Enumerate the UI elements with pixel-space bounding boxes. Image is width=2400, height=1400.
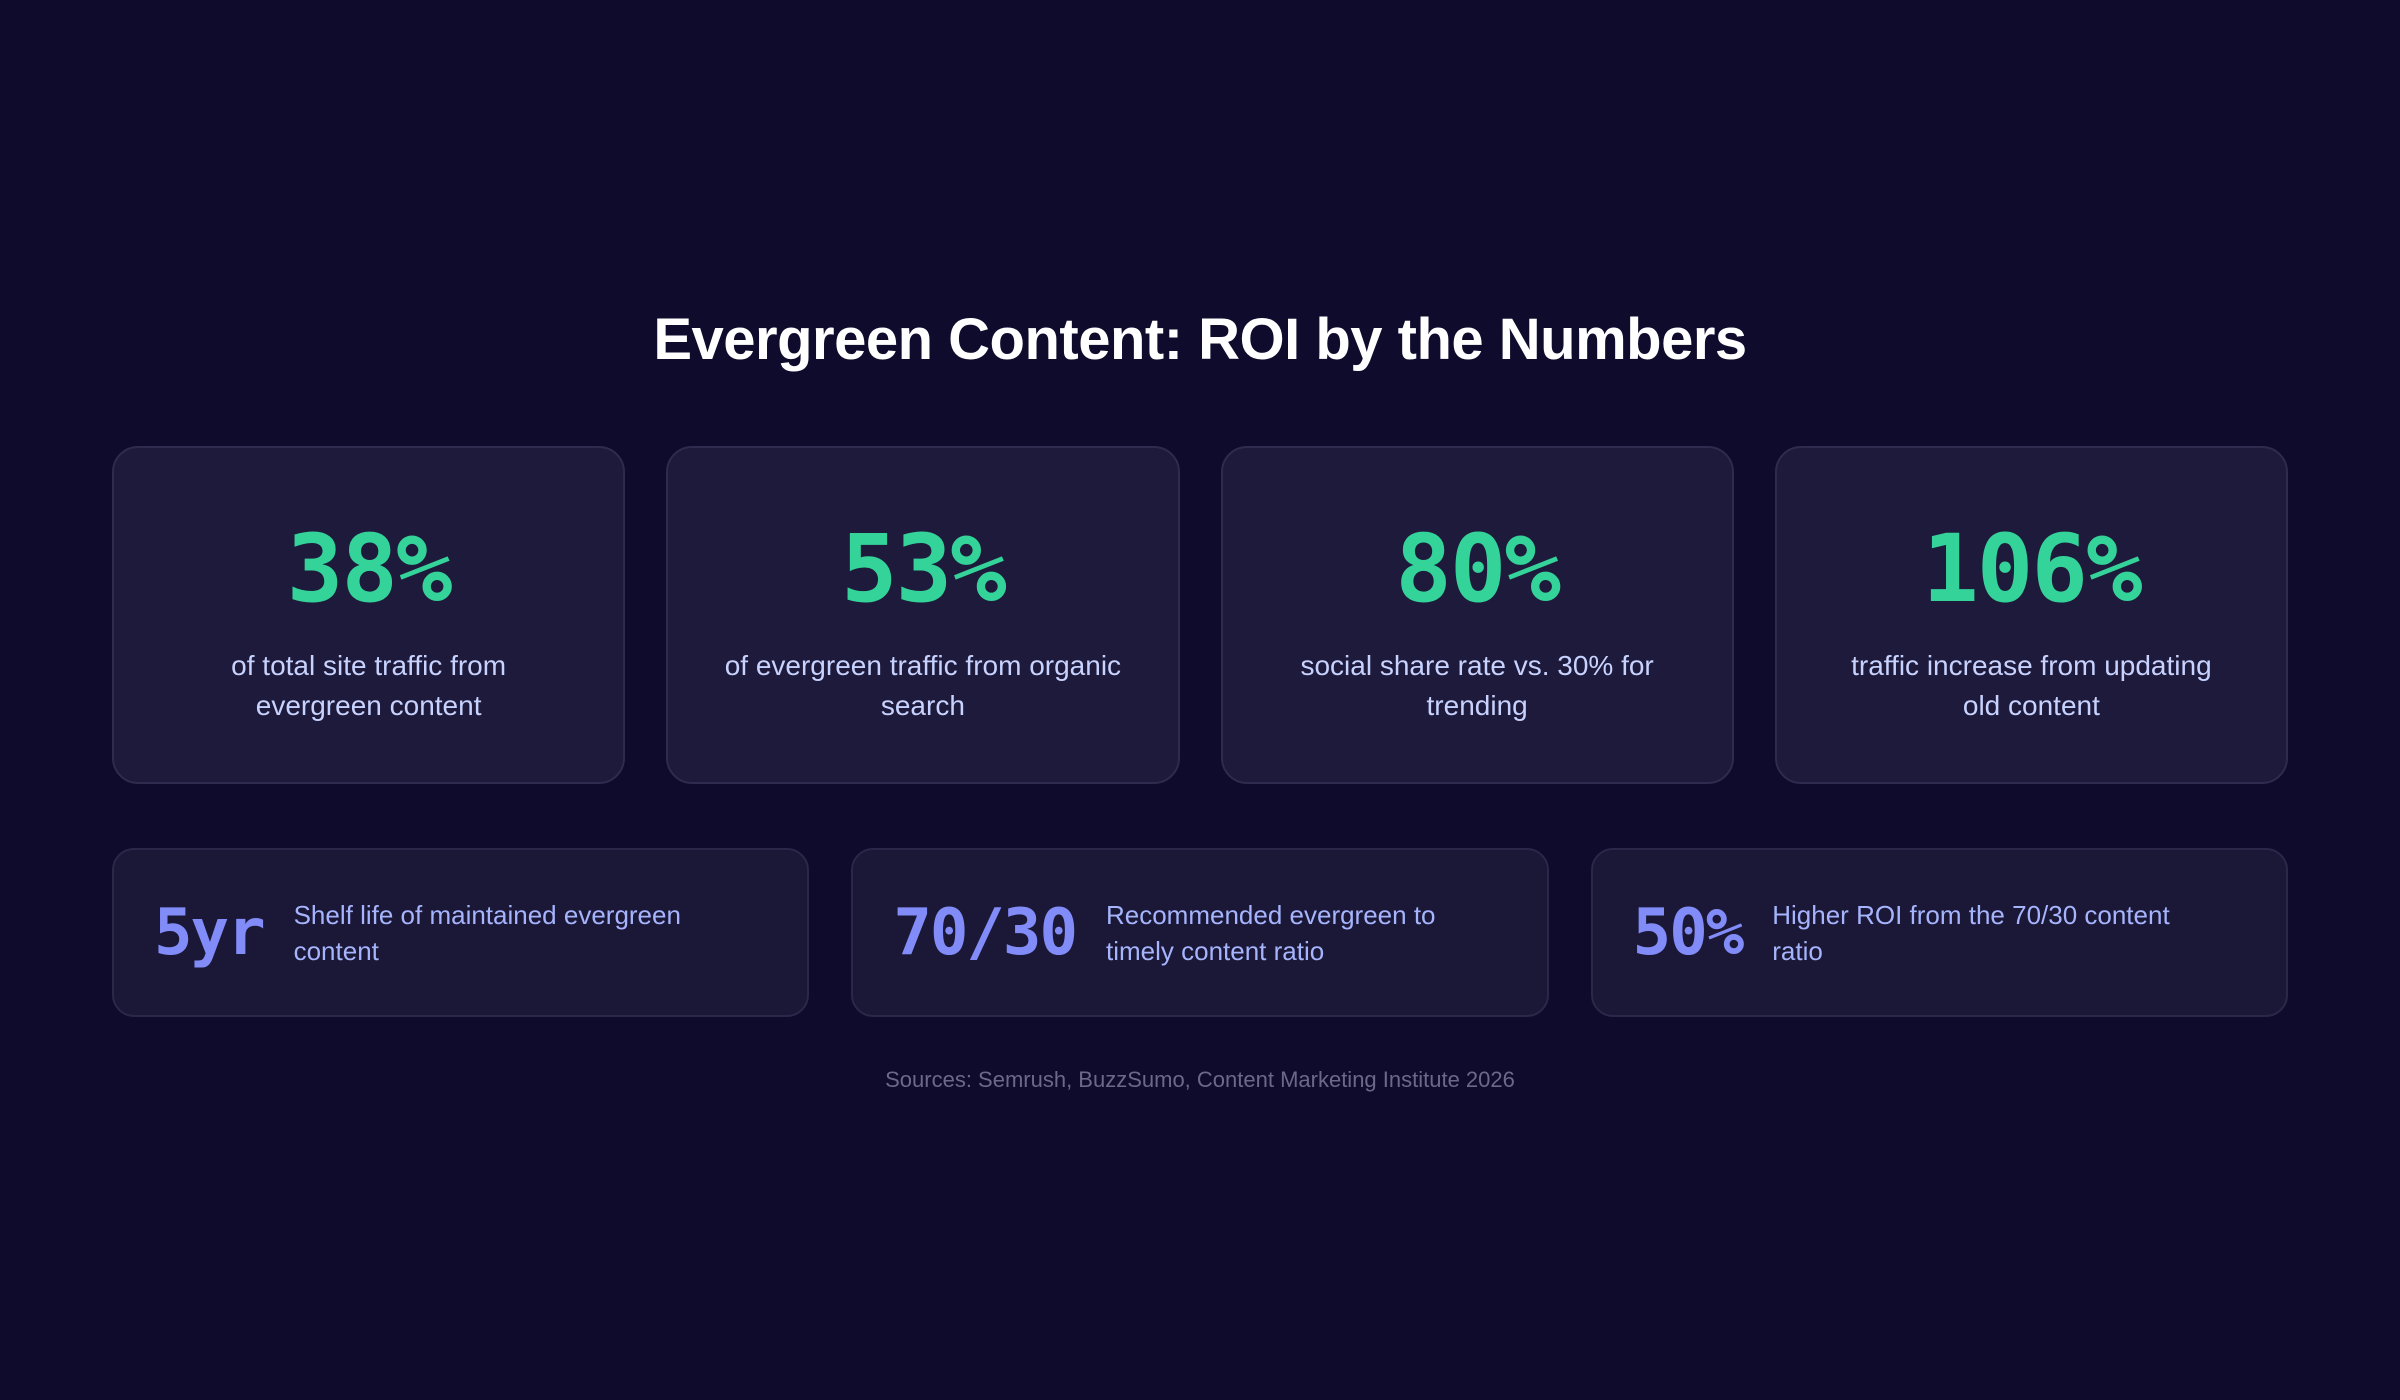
stat-value: 5yr [154, 895, 266, 970]
primary-stats-row: 38% of total site traffic from evergreen… [112, 446, 2288, 784]
stat-description: of evergreen traffic from organic search [724, 650, 1122, 721]
stat-description: Higher ROI from the 70/30 content ratio [1772, 899, 2170, 966]
stat-value: 38% [286, 515, 453, 624]
stat-description: traffic increase from updating old conte… [1851, 650, 2212, 721]
secondary-stats-row: 5yr Shelf life of maintained evergreen c… [112, 848, 2288, 1017]
stat-card-site-traffic: 38% of total site traffic from evergreen… [112, 446, 626, 784]
stat-value: 106% [1922, 515, 2142, 624]
stat-description: Recommended evergreen to timely content … [1105, 899, 1436, 966]
stat-value: 80% [1395, 515, 1561, 624]
sources-footnote: Sources: Semrush, BuzzSumo, Content Mark… [885, 1067, 1515, 1092]
stat-description: of total site traffic from evergreen con… [231, 650, 507, 721]
stat-value: 50% [1632, 895, 1745, 970]
stat-card-higher-roi: 50% Higher ROI from the 70/30 content ra… [1590, 848, 2288, 1017]
stat-card-organic-search: 53% of evergreen traffic from organic se… [666, 446, 1180, 784]
stat-value: 53% [840, 515, 1007, 624]
stat-description: Shelf life of maintained evergreen conte… [293, 899, 681, 966]
stat-value: 70/30 [893, 895, 1078, 970]
stat-card-social-share: 80% social share rate vs. 30% for trendi… [1220, 446, 1734, 784]
stat-card-traffic-increase: 106% traffic increase from updating old … [1774, 446, 2288, 784]
stat-card-content-ratio: 70/30 Recommended evergreen to timely co… [851, 848, 1549, 1017]
page-title: Evergreen Content: ROI by the Numbers [653, 307, 1747, 372]
stat-description: social share rate vs. 30% for trending [1300, 650, 1654, 721]
stat-card-shelf-life: 5yr Shelf life of maintained evergreen c… [112, 848, 810, 1017]
